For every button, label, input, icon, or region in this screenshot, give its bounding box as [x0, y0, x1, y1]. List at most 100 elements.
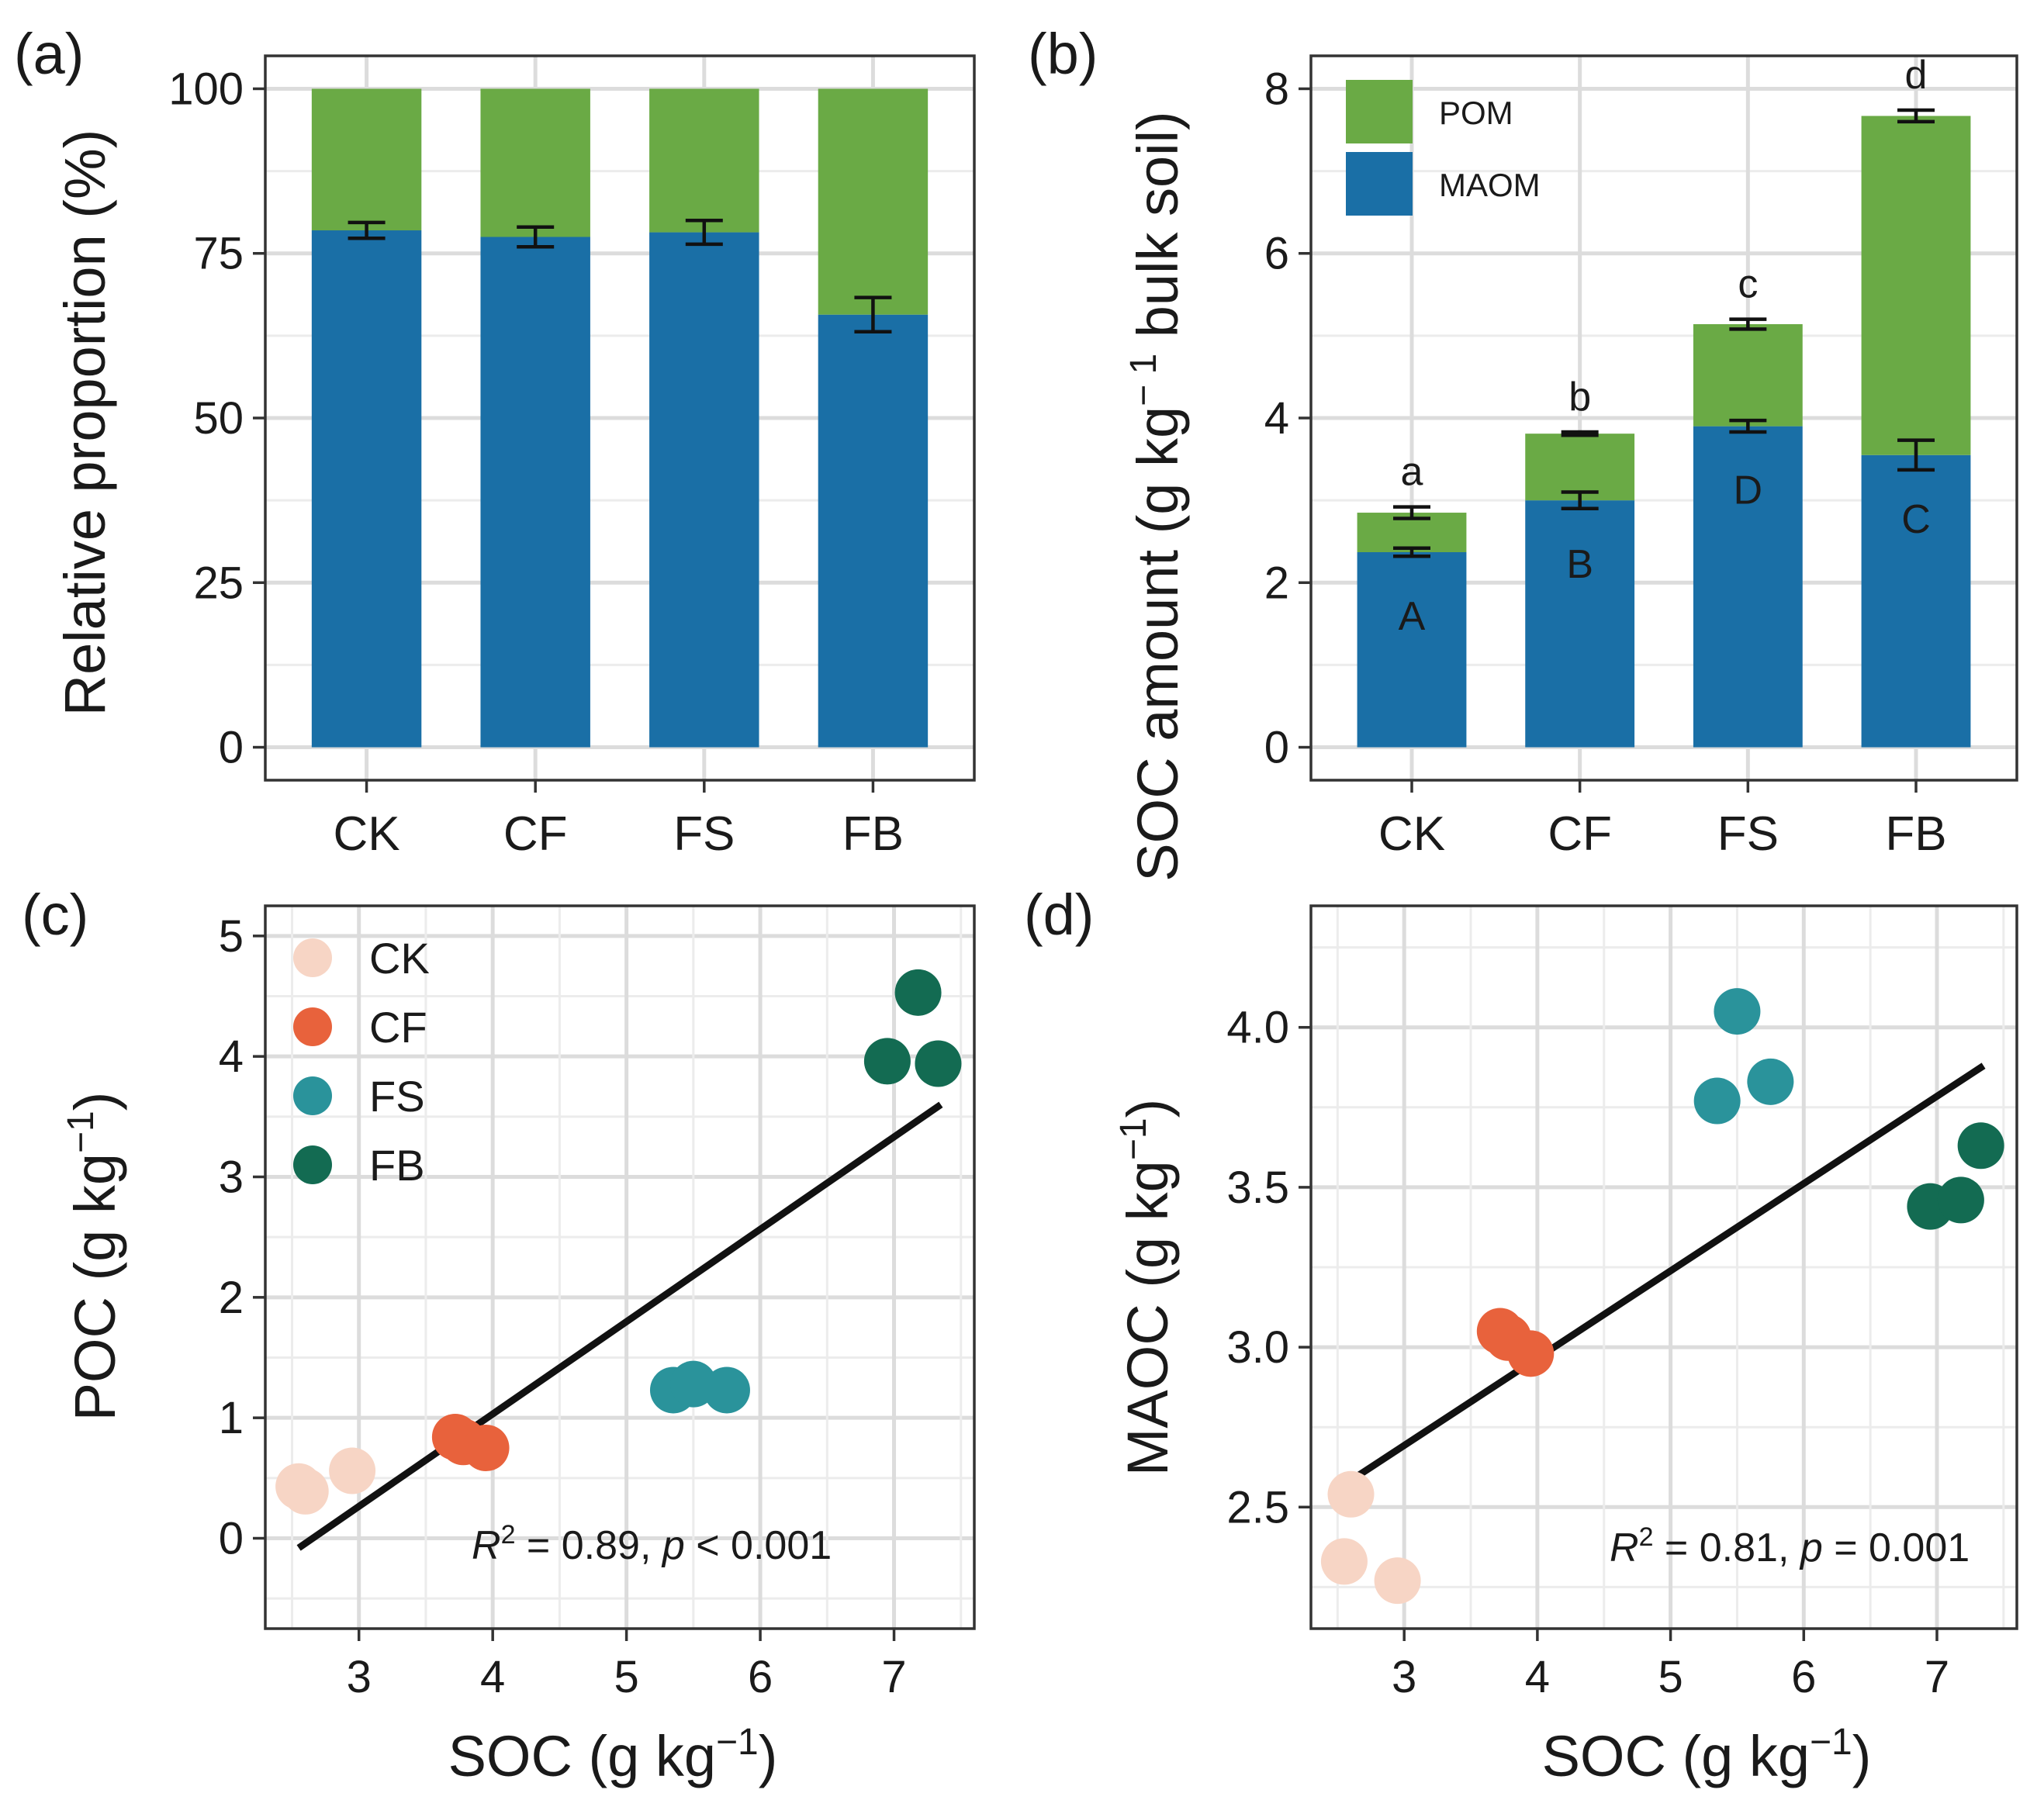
panel-a-x-axis: CK CF FS FB [334, 780, 904, 861]
panel-c-tag: (c) [22, 883, 88, 947]
y-tick-label: 0 [219, 723, 244, 773]
panel-b-y-title-main: SOC amount (g kg [1126, 406, 1190, 882]
y-tick-label: 5 [219, 911, 244, 962]
panel-a-y-axis: 0 25 50 75 100 [168, 64, 265, 773]
bar-pom-fb [818, 88, 929, 315]
panel-a: (a) 0 25 50 75 100 CK CF FS FB Relative proport… [14, 22, 976, 861]
panel-c-stat-rest1: = 0.89, [515, 1523, 662, 1568]
panel-d-tag: (d) [1024, 883, 1094, 947]
y-tick-label: 100 [168, 64, 244, 114]
legend-pom-label: POM [1439, 95, 1513, 131]
panel-d-fit-line [1342, 1062, 1986, 1488]
bar-pom-cf [1525, 434, 1635, 501]
bar-maom-cf [1525, 500, 1635, 748]
x-tick-label-fs: FS [673, 807, 735, 861]
point-fb [1957, 1122, 2004, 1170]
panel-d-border [1309, 904, 2018, 1630]
bar-maom-fs [1693, 426, 1803, 748]
legend-maom-swatch [1346, 152, 1413, 216]
panel-c: (c) 0 1 2 3 4 5 3 4 5 6 7 CK CF FS FB R2 = 0.89, … [22, 883, 976, 1788]
panel-c-stat-r2-sup: 2 [501, 1520, 516, 1550]
point-fb [1937, 1176, 1984, 1224]
panel-c-fit-line [296, 1101, 943, 1551]
panel-c-stat-r: R [472, 1523, 501, 1568]
bar-pom-fs [649, 88, 759, 233]
panel-d-x-title: SOC (g kg−1) [1542, 1722, 1872, 1788]
y-tick-label: 3.0 [1226, 1322, 1289, 1373]
bar-maom-ck [311, 230, 422, 748]
panel-c-grid [265, 906, 974, 1629]
panel-d-stat-rest1: = 0.81, [1653, 1525, 1800, 1570]
y-tick-label: 50 [193, 393, 244, 444]
total-letter-cf: b [1568, 375, 1591, 420]
point-cf [462, 1425, 510, 1471]
panel-d-x-title-main: SOC (g kg [1542, 1724, 1810, 1788]
panel-d-y-title-main: MAOC (g kg [1115, 1160, 1180, 1476]
x-tick-label: 6 [748, 1652, 773, 1702]
legend-fb-label: FB [369, 1141, 425, 1190]
panel-b-error-bars [1393, 108, 1935, 558]
panel-d: (d) 2.5 3.0 3.5 4.0 3 4 5 6 7 R2 = 0.81, p = 0.… [1024, 883, 2018, 1788]
panel-b-legend: POM MAOM [1346, 80, 1541, 216]
panel-c-x-axis: 3 4 5 6 7 [347, 1629, 907, 1702]
x-tick-label: 3 [347, 1652, 372, 1702]
point-ck [1327, 1470, 1375, 1518]
panel-d-stat: R2 = 0.81, p = 0.001 [1610, 1522, 1970, 1570]
panel-b-y-title-tail: bulk soil) [1126, 111, 1190, 354]
point-fs [1693, 1077, 1741, 1125]
panel-c-y-axis: 0 1 2 3 4 5 [219, 911, 265, 1564]
regression-line [296, 1101, 943, 1551]
panel-c-points [275, 969, 962, 1515]
bar-pom-fs [1693, 324, 1803, 427]
point-cf [1507, 1330, 1555, 1377]
bar-pom-cf [480, 88, 590, 237]
maom-letter-ck: A [1399, 594, 1426, 639]
point-ck [1320, 1538, 1368, 1585]
y-tick-label: 4.0 [1226, 1003, 1289, 1053]
panel-d-points [1320, 988, 2004, 1605]
y-tick-label: 2.5 [1226, 1482, 1289, 1532]
panel-c-x-title-main: SOC (g kg [448, 1724, 716, 1788]
bar-maom-fb [1861, 454, 1971, 748]
panel-d-stat-rest2: = 0.001 [1823, 1525, 1970, 1570]
total-letter-fb: d [1905, 53, 1928, 98]
maom-letter-cf: B [1566, 542, 1593, 587]
x-tick-label-fb: FB [1885, 807, 1946, 861]
y-tick-label: 0 [1264, 723, 1289, 773]
legend-fs-label: FS [369, 1072, 425, 1121]
legend-cf-dot [293, 1007, 332, 1046]
bar-pom-ck [311, 88, 422, 231]
panel-a-bars [311, 88, 929, 748]
legend-cf-label: CF [369, 1003, 427, 1052]
panel-b-tag: (b) [1028, 22, 1098, 86]
panel-c-x-title: SOC (g kg−1) [448, 1722, 778, 1788]
legend-ck-dot [293, 938, 332, 977]
point-ck [1374, 1557, 1421, 1605]
legend-fs-dot [293, 1076, 332, 1115]
point-fs [1747, 1058, 1794, 1105]
y-tick-label: 4 [219, 1031, 244, 1082]
panel-c-x-title-tail: ) [759, 1724, 778, 1788]
y-tick-label: 25 [193, 558, 244, 608]
panel-c-border [264, 904, 976, 1630]
x-tick-label: 5 [1658, 1652, 1683, 1702]
legend-ck-label: CK [369, 934, 430, 983]
panel-b: (b) Aa Bb Dc Cd 0 2 4 6 8 CK CF FS FB POM MAOM SOC… [1028, 22, 2018, 882]
panel-c-stat: R2 = 0.89, p < 0.001 [472, 1520, 832, 1568]
y-tick-label: 3.5 [1226, 1163, 1289, 1213]
panel-b-letters: Aa Bb Dc Cd [1399, 53, 1931, 639]
x-tick-label: 4 [1525, 1652, 1550, 1702]
y-tick-label: 6 [1264, 229, 1289, 279]
bar-pom-fb [1861, 116, 1971, 455]
panel-d-x-title-tail: ) [1852, 1724, 1872, 1788]
x-tick-label-ck: CK [334, 807, 400, 861]
x-tick-label: 5 [614, 1652, 638, 1702]
panel-d-x-axis: 3 4 5 6 7 [1392, 1629, 1949, 1702]
maom-letter-fb: C [1901, 497, 1931, 542]
panel-a-y-title: Relative proportion (%) [53, 130, 117, 717]
panel-d-stat-r: R [1610, 1525, 1639, 1570]
bar-maom-fb [818, 314, 929, 748]
x-tick-label: 7 [1925, 1652, 1949, 1702]
panel-a-tag: (a) [14, 22, 84, 86]
